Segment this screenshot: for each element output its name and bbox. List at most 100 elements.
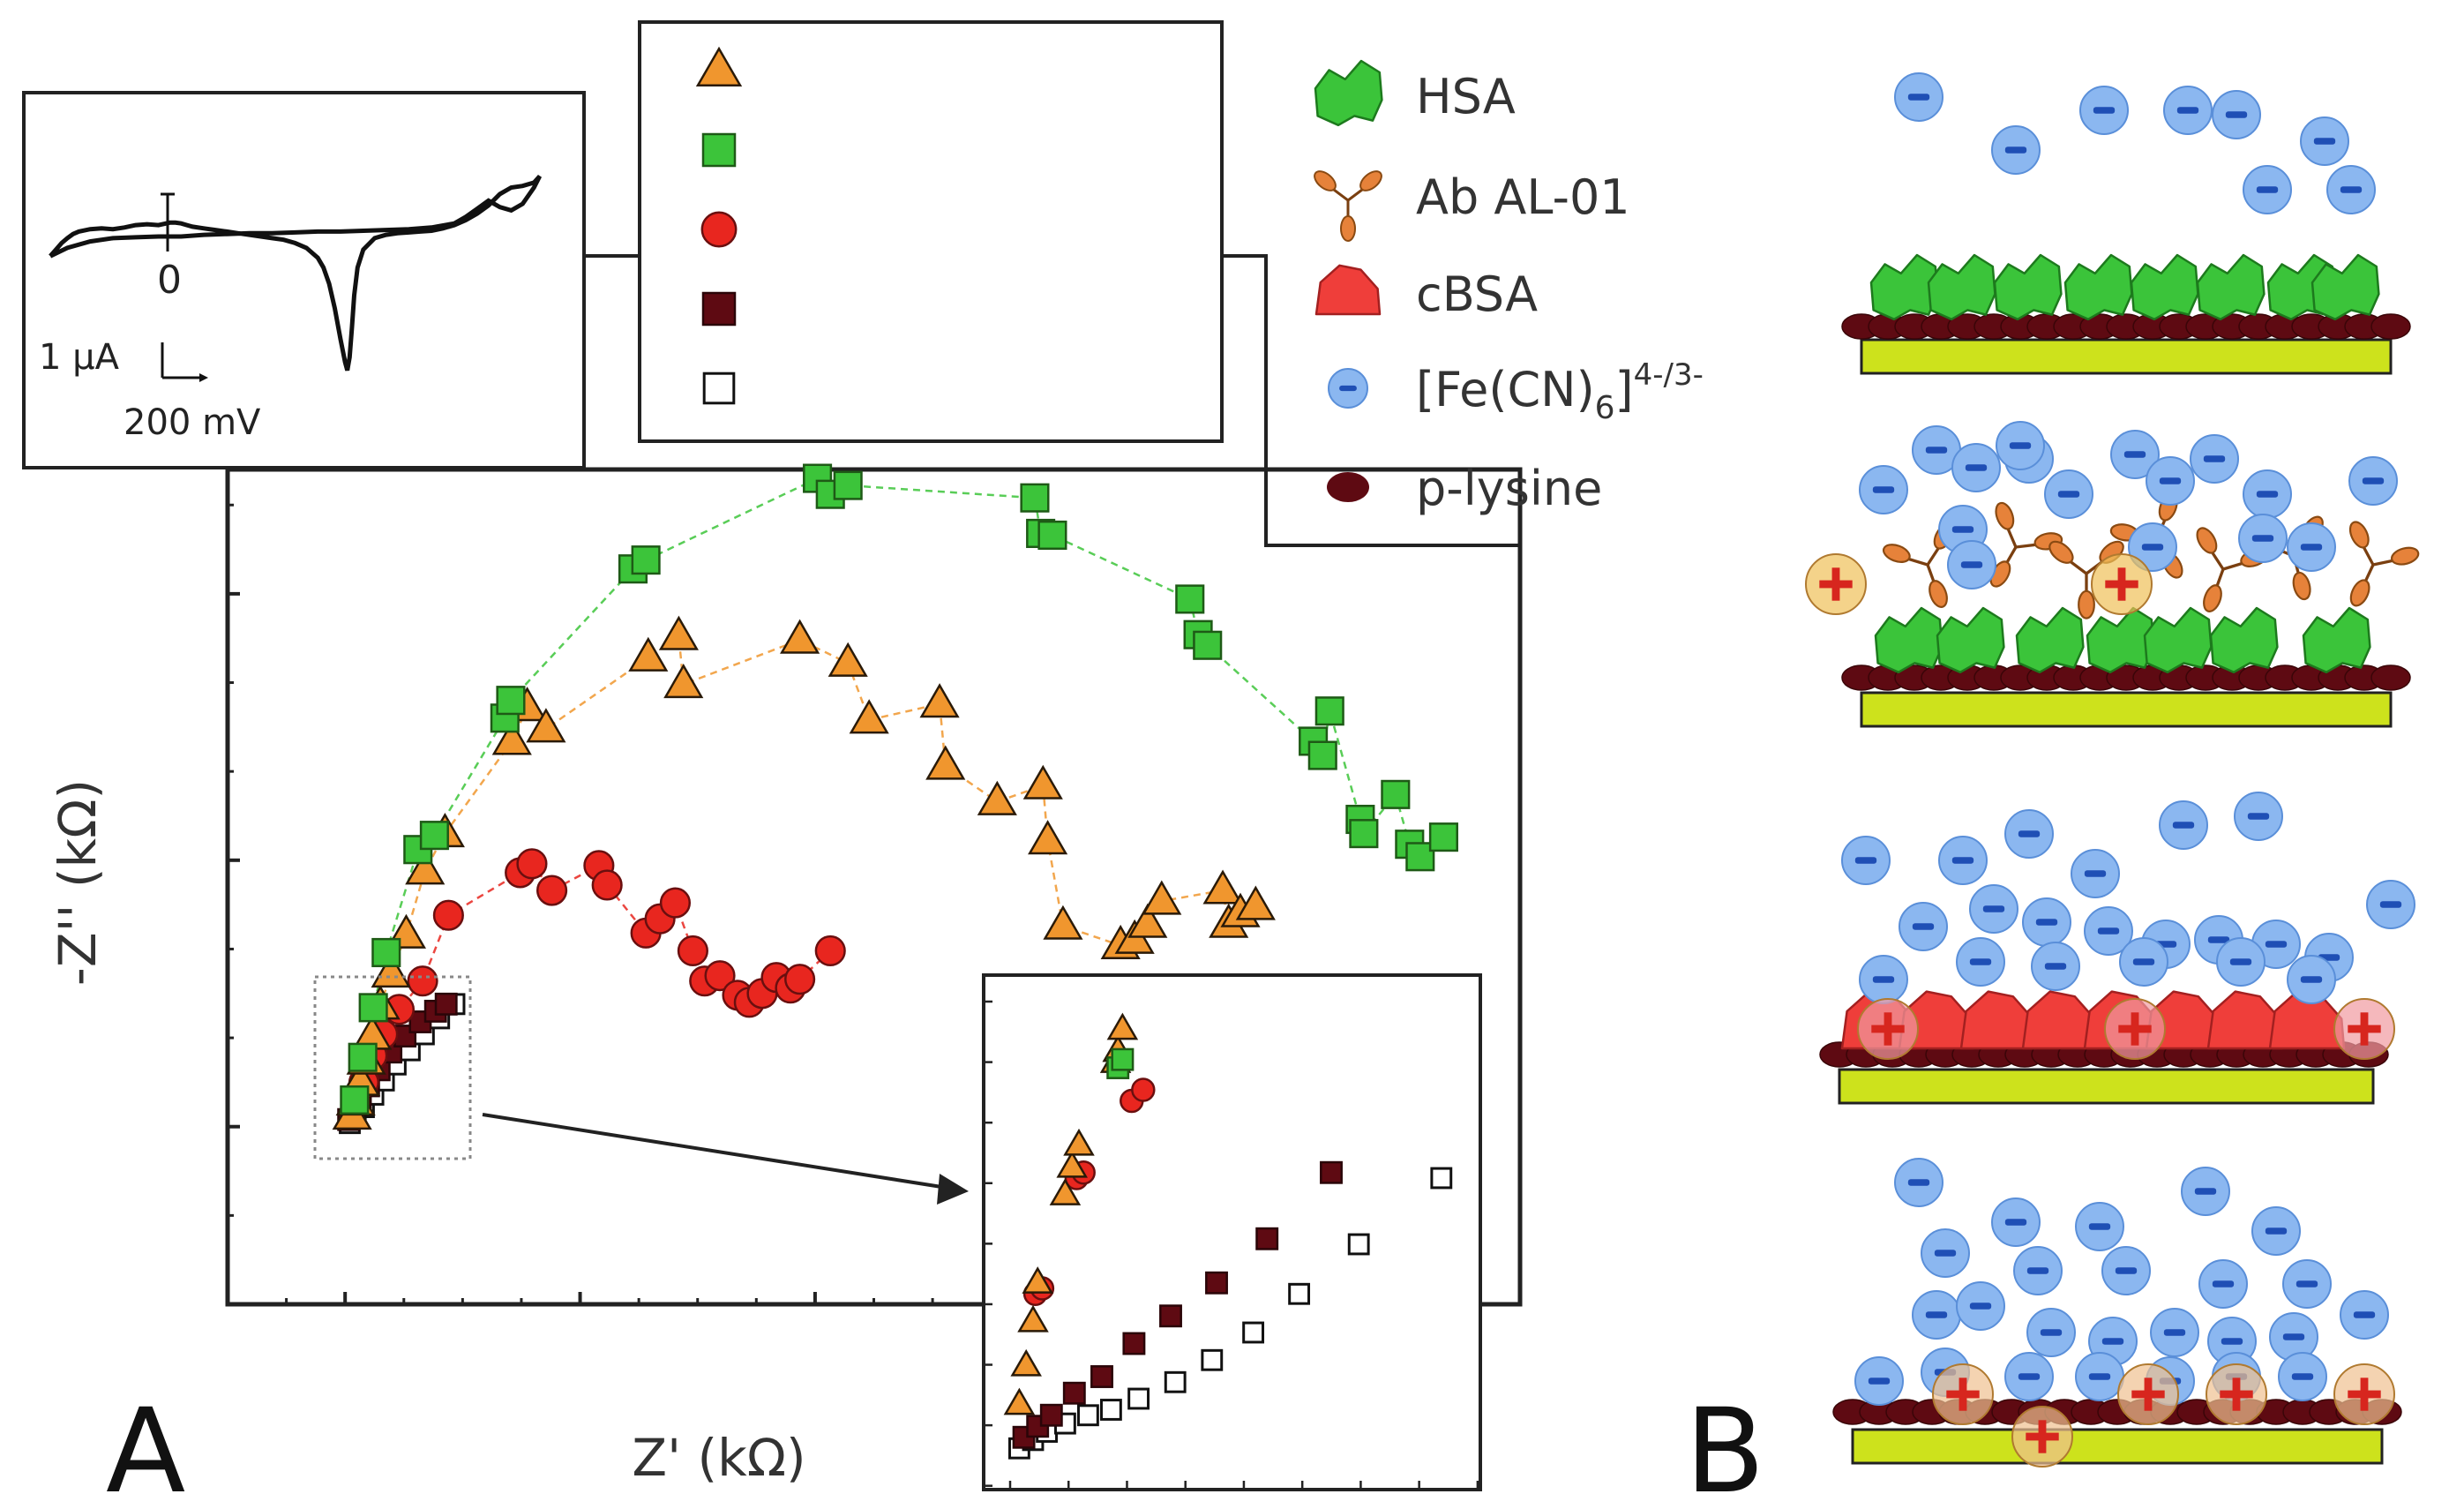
ion-minus-sign bbox=[2035, 919, 2058, 926]
hsa-protein bbox=[1993, 253, 2063, 321]
p-lys-zoom-point bbox=[1039, 1403, 1063, 1427]
ion-minus-sign bbox=[2300, 976, 2323, 983]
ferricyanide-ion bbox=[2128, 522, 2177, 572]
cv-inset: 0 1 µA 200 mV bbox=[22, 91, 586, 469]
ferricyanide-ion bbox=[2004, 1352, 2054, 1401]
antibody-fc bbox=[2349, 579, 2370, 607]
antibody-fc bbox=[1340, 215, 1356, 242]
p-lys-hsa-ab-point bbox=[628, 636, 669, 672]
bare-zoom-point bbox=[1164, 1370, 1187, 1393]
p-lys-cbsa-point bbox=[407, 965, 438, 997]
ion-plus-v bbox=[2117, 567, 2126, 601]
p-lys-hsa-point bbox=[1349, 819, 1379, 849]
ferricyanide-ion bbox=[2216, 937, 2266, 987]
cv-scale-arrowhead bbox=[199, 373, 208, 382]
antibody bbox=[2348, 521, 2420, 607]
ferricyanide-ion bbox=[2300, 116, 2349, 166]
cbsa-protein-icon bbox=[1314, 264, 1382, 316]
bare-zoom-point bbox=[1099, 1399, 1122, 1421]
antibody-icon bbox=[1314, 170, 1382, 242]
antibody bbox=[2048, 540, 2124, 619]
p-lys-hsa-ab-point bbox=[1028, 820, 1068, 855]
ferricyanide-ion bbox=[1894, 1158, 1943, 1207]
ion-minus-sign bbox=[2172, 822, 2195, 829]
ferricyanide-ion bbox=[2026, 1308, 2076, 1357]
ferricyanide-ion bbox=[1938, 836, 1988, 885]
p-lys-cbsa-zoom-point bbox=[1131, 1077, 1156, 1102]
p-lys-hsa-ab-point bbox=[663, 663, 704, 699]
hsa-protein bbox=[2196, 253, 2266, 321]
bare-zoom-point bbox=[1127, 1387, 1150, 1410]
ion-minus-sign bbox=[2097, 927, 2120, 935]
ferricyanide-ion bbox=[2084, 906, 2133, 956]
p-lysine-icon bbox=[1327, 472, 1369, 502]
ion-minus-sign bbox=[1854, 857, 1877, 864]
ion-minus-sign bbox=[2004, 1219, 2027, 1226]
ferricyanide-ion bbox=[2022, 897, 2071, 947]
p-lys-hsa-point bbox=[340, 1085, 370, 1115]
ion-minus-sign bbox=[2203, 455, 2226, 462]
bare-zoom-point bbox=[1201, 1348, 1224, 1371]
panel-b-schematic bbox=[1805, 72, 2420, 1468]
p-lys-hsa-point bbox=[358, 993, 388, 1023]
p-lys-hsa-ab-point bbox=[405, 850, 446, 885]
ferricyanide-ion bbox=[2234, 792, 2283, 841]
ion-minus-sign bbox=[1951, 857, 1974, 864]
ion-minus-sign bbox=[2018, 830, 2041, 837]
p-lys-hsa-ab-zoom-point bbox=[1003, 1387, 1036, 1415]
hsa-protein bbox=[1927, 253, 1996, 321]
p-lys-hsa-ab-point bbox=[977, 780, 1017, 815]
p-lys-zoom-point bbox=[1090, 1365, 1113, 1388]
bare-zoom-point bbox=[1347, 1233, 1370, 1256]
ferricyanide-ion bbox=[1991, 125, 2041, 175]
electrode bbox=[1851, 1428, 2384, 1465]
positive-charge-site bbox=[2011, 1406, 2073, 1468]
antibody-fab bbox=[1882, 544, 1911, 563]
p-lys-cbsa-point bbox=[814, 935, 846, 967]
ion-minus-sign bbox=[2018, 1373, 2041, 1380]
ferricyanide-ion bbox=[1951, 443, 2001, 492]
hsa-protein bbox=[1869, 253, 1939, 321]
ion-minus-sign bbox=[1872, 486, 1895, 493]
ferricyanide-ion bbox=[1921, 1228, 1970, 1278]
antibody-fab bbox=[2196, 527, 2218, 554]
legend-marker-p-lys-cbsa bbox=[700, 211, 738, 248]
ion-minus-sign bbox=[2026, 1267, 2049, 1274]
hsa-protein-icon bbox=[1314, 59, 1383, 127]
ferricyanide-ion bbox=[1947, 540, 1996, 589]
ion-minus-sign bbox=[2340, 186, 2363, 193]
electrode bbox=[1860, 691, 2393, 728]
ferricyanide-ion bbox=[2075, 1352, 2124, 1401]
ferricyanide-ion bbox=[1956, 1281, 2005, 1331]
legend-marker-p-lys-hsa-ab bbox=[695, 46, 743, 87]
ferricyanide-ion bbox=[2159, 800, 2208, 850]
ion-minus-sign bbox=[2176, 107, 2199, 114]
ferricyanide-ion bbox=[1894, 72, 1943, 122]
species-label-p-lysine: p-lysine bbox=[1416, 461, 1602, 516]
ion-plus-v bbox=[2038, 1420, 2047, 1453]
ion-plus-v bbox=[1958, 1378, 1967, 1411]
p-lys-hsa-point bbox=[348, 1042, 378, 1072]
ion-minus-sign bbox=[2251, 535, 2274, 542]
ion-minus-sign bbox=[1925, 1311, 1948, 1318]
antibody-fc bbox=[2292, 571, 2311, 601]
antibody-fab bbox=[1359, 170, 1382, 191]
p-lys-zoom-point bbox=[1255, 1227, 1279, 1250]
positive-charge-site bbox=[1805, 553, 1867, 615]
ferricyanide-ion bbox=[1912, 425, 1961, 475]
ion-minus-sign bbox=[1969, 1303, 1992, 1310]
p-lysine bbox=[2370, 664, 2411, 691]
p-lysine bbox=[2370, 313, 2411, 340]
p-lys-zoom-point bbox=[1205, 1271, 1228, 1295]
p-lys-hsa-zoom-point bbox=[1111, 1047, 1135, 1071]
p-lys-hsa-ab-zoom-point bbox=[1056, 1150, 1088, 1178]
ferricyanide-ion bbox=[2031, 942, 2080, 991]
ion-minus-sign bbox=[2088, 1223, 2111, 1230]
ion-minus-sign bbox=[2101, 1338, 2124, 1345]
zoom-inset-frame bbox=[982, 973, 1482, 1491]
p-lys-hsa-ab-point bbox=[849, 699, 889, 734]
antibody-fab bbox=[1995, 501, 2015, 530]
bare-zoom-point bbox=[1430, 1167, 1453, 1190]
hsa-protein bbox=[1874, 606, 1943, 674]
ferricyanide-ion bbox=[1991, 1197, 2041, 1247]
